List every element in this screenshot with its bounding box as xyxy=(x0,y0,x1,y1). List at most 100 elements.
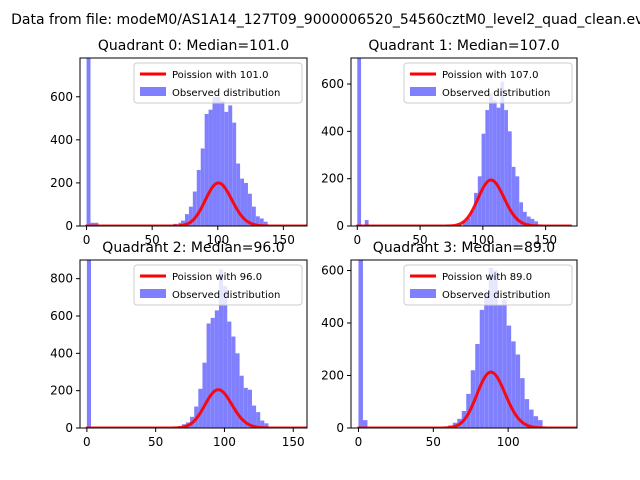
histogram-bar xyxy=(362,420,368,428)
x-tick-label: 50 xyxy=(148,435,163,449)
histogram-bar xyxy=(358,260,363,428)
histogram-bar xyxy=(210,317,215,428)
histogram-bar xyxy=(216,96,221,226)
y-tick-label: 600 xyxy=(50,309,73,323)
histogram-bar xyxy=(479,309,485,428)
legend-bar-swatch xyxy=(410,289,436,298)
legend-label-observed: Observed distribution xyxy=(172,290,280,301)
histogram-bar xyxy=(497,304,503,428)
y-tick-label: 0 xyxy=(336,421,344,435)
histogram-bar xyxy=(200,148,205,226)
chart-panel-3: 0 50 100 0 200 400 600 Quadrant 3: Median=89.0 P… xyxy=(321,240,578,449)
histogram-bar xyxy=(259,218,264,226)
histogram-bar xyxy=(520,378,525,428)
histogram-bar xyxy=(470,370,476,428)
subplot-title: Quadrant 3: Median=89.0 xyxy=(373,240,555,256)
histogram-bar xyxy=(227,321,232,428)
x-tick-label: 100 xyxy=(213,435,236,449)
histogram-bar xyxy=(481,133,486,226)
legend-box xyxy=(403,62,573,104)
histogram-bar xyxy=(466,217,471,226)
subplot-title: Quadrant 0: Median=101.0 xyxy=(98,38,289,54)
histogram-bar xyxy=(515,354,521,428)
histogram-bar xyxy=(519,202,524,226)
histogram-bar xyxy=(212,96,217,226)
x-tick-label: 50 xyxy=(426,435,441,449)
histogram-bar xyxy=(202,362,207,428)
legend-bar-swatch xyxy=(410,87,436,96)
histogram-bar xyxy=(470,210,475,226)
histogram-bar xyxy=(243,387,248,428)
histogram-bar xyxy=(220,101,225,226)
legend-label-poisson: Poission with 96.0 xyxy=(172,272,262,283)
histogram-bar xyxy=(251,206,256,226)
figure-title: Data from file: modeM0/AS1A14_127T09_900… xyxy=(11,12,640,28)
legend: Poission with 89.0 Observed distribution xyxy=(403,264,573,306)
y-tick-label: 200 xyxy=(50,176,73,190)
histogram-bar xyxy=(524,399,530,428)
histogram-bar xyxy=(236,163,241,226)
x-tick-label: 150 xyxy=(272,233,295,247)
histogram-bar xyxy=(86,260,92,428)
chart-panel-1: 0 50 100 150 0 200 400 600 Quadrant 1: Median=10… xyxy=(321,38,578,247)
histogram-bar xyxy=(90,222,95,226)
histogram-bar xyxy=(462,221,467,226)
x-tick-label: 100 xyxy=(206,233,229,247)
histogram-bar xyxy=(198,388,203,428)
legend-bar-swatch xyxy=(140,289,166,298)
y-tick-label: 0 xyxy=(336,219,344,233)
histogram-bar xyxy=(489,93,493,226)
histogram-bar xyxy=(530,218,535,226)
legend-bar-swatch xyxy=(140,87,166,96)
axes-frame xyxy=(79,259,308,429)
histogram-bar xyxy=(218,269,224,428)
histogram-bar xyxy=(239,375,244,428)
y-tick-label: 200 xyxy=(321,369,344,383)
y-tick-label: 600 xyxy=(321,264,344,278)
histogram-bar xyxy=(515,176,520,226)
histogram-bar xyxy=(475,344,480,428)
histogram-bar xyxy=(208,109,213,226)
histogram-bar xyxy=(256,412,261,428)
histogram-bar xyxy=(251,405,257,428)
histogram-bar xyxy=(231,336,236,428)
histogram-bar xyxy=(184,214,189,226)
legend-label-poisson: Poission with 89.0 xyxy=(442,272,532,283)
axes-frame xyxy=(350,57,578,227)
histogram-bar xyxy=(485,110,490,226)
legend-label-observed: Observed distribution xyxy=(172,88,280,99)
histogram-bar xyxy=(235,353,240,428)
histogram-bar xyxy=(247,389,252,428)
histogram-bar xyxy=(484,294,489,428)
y-tick-label: 800 xyxy=(50,272,73,286)
histogram-bar xyxy=(534,221,539,226)
histogram-bar xyxy=(529,409,534,428)
histogram-bar xyxy=(506,325,512,428)
plot-area xyxy=(356,260,577,428)
y-tick-label: 200 xyxy=(321,172,344,186)
histogram-bar xyxy=(94,222,99,226)
histogram-bar xyxy=(240,178,245,226)
histogram-bar xyxy=(357,58,362,226)
legend-label-poisson: Poission with 107.0 xyxy=(442,70,538,81)
histogram-bar xyxy=(477,176,482,226)
histogram-bar xyxy=(526,216,531,226)
legend: Poission with 101.0 Observed distribution xyxy=(133,62,303,104)
x-tick-label: 150 xyxy=(534,233,557,247)
poisson-curve-line xyxy=(355,178,573,226)
histogram-bar xyxy=(232,122,237,226)
histogram-bar xyxy=(214,310,219,428)
x-tick-label: 100 xyxy=(471,233,494,247)
histogram-bar xyxy=(260,420,265,428)
legend-label-poisson: Poission with 101.0 xyxy=(172,70,268,81)
histogram-bar xyxy=(255,216,260,226)
legend-box xyxy=(133,62,303,104)
y-tick-label: 400 xyxy=(50,346,73,360)
histogram-bar xyxy=(206,323,211,428)
histogram-bar xyxy=(507,131,512,226)
histogram-bar xyxy=(474,192,478,226)
histogram-bar xyxy=(244,182,248,226)
histogram-bar xyxy=(247,193,252,226)
histogram-bar xyxy=(500,81,505,226)
